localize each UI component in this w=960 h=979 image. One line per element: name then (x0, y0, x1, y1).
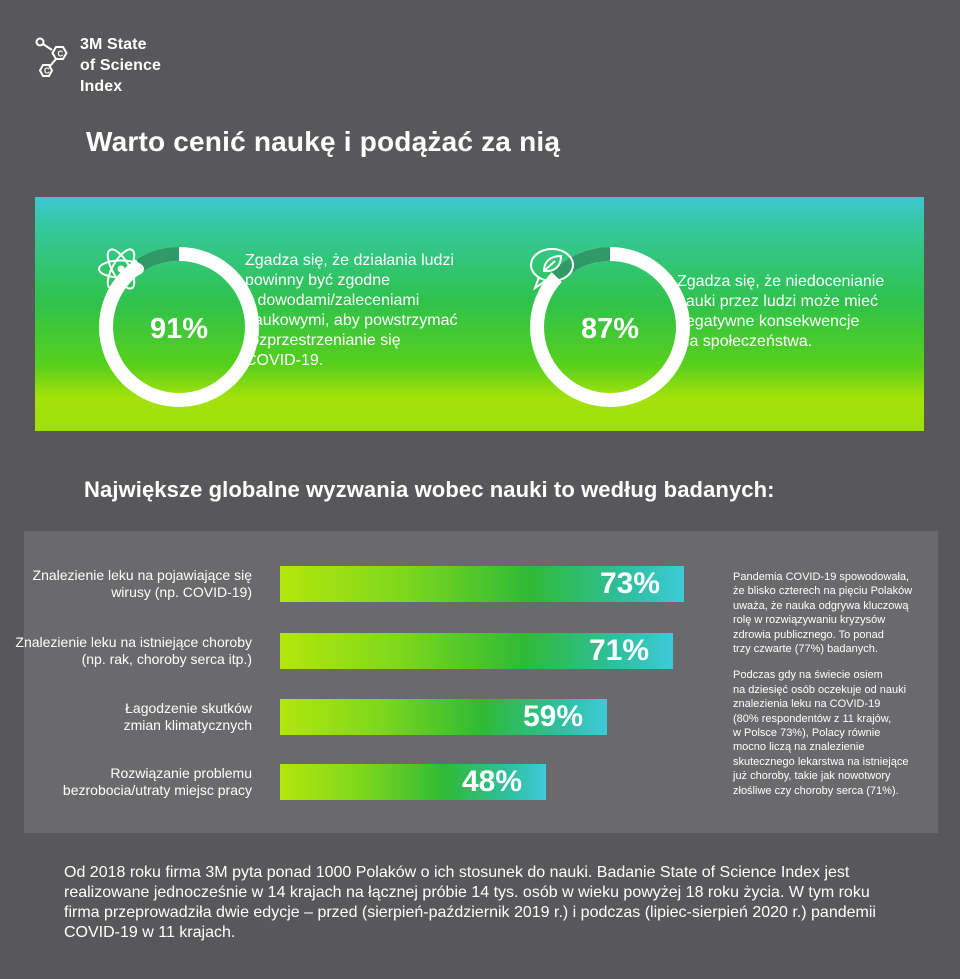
stat-donut-91: 91% (96, 244, 262, 410)
side-note-line: skutecznego lekarstwa na istniejące (733, 755, 909, 768)
molecule-icon: C C (35, 37, 68, 77)
stat-text-line: powinny być zgodne (245, 272, 390, 289)
logo-line: of Science (80, 57, 162, 74)
side-note-line: Pandemia COVID-19 spowodowała, (733, 571, 910, 583)
svg-text:C: C (58, 50, 64, 59)
page-title: Warto cenić naukę i podążać za nią (86, 126, 561, 157)
footer-line: realizowane jednocześnie w 14 krajach na… (64, 884, 870, 901)
stat-text-line: COVID-19. (245, 352, 324, 369)
bar (280, 633, 673, 669)
side-note-line: już choroby, takie jak nowotwory (733, 770, 891, 783)
side-note-line: trzy czwarte (77%) badanych. (733, 643, 878, 656)
stat-text-line: Zgadza się, że niedocenianie (677, 273, 885, 290)
side-note-line: złośliwe czy choroby serca (71%). (733, 784, 899, 797)
side-note-line: że blisko czterech na pięciu Polaków (733, 585, 913, 598)
side-note-line: zdrowia publicznego. To ponad (733, 628, 884, 641)
stat-text-line: z dowodami/zaleceniami (245, 292, 420, 309)
stat-percent: 87% (580, 313, 640, 345)
stat-text-line: naukowymi, aby powstrzymać (245, 312, 458, 329)
bar-category-label-line: Znalezienie leku na pojawiające się (32, 567, 252, 583)
bar-chart-panel: Znalezienie leku na pojawiające się wirus… (15, 531, 938, 833)
bar (280, 764, 546, 800)
side-note: Pandemia COVID-19 spowodowała, że blisko… (733, 570, 933, 656)
side-note-line: znalezienia leku na COVID-19 (733, 698, 881, 711)
bar-value-label: 71% (588, 634, 649, 667)
side-note-line: (80% respondentów z 11 krajów, (733, 712, 892, 725)
stat-text-line: nauki przez ludzi może mieć (677, 293, 878, 310)
stat-donut-87: 87% (527, 244, 693, 410)
side-note: Podczas gdy na świecie osiem na dziesięć… (733, 668, 933, 798)
side-note-line: na dziesięć osób oczekuje od nauki (733, 683, 907, 696)
logo-line: 3M State (80, 36, 147, 53)
stat-text-line: Zgadza się, że działania ludzi (245, 252, 455, 269)
bar-category-label-line: zmian klimatycznych (123, 717, 252, 733)
atom-icon (98, 248, 144, 290)
brand-logo: C C 3M State of Science Index (34, 34, 234, 98)
side-note-line: uważa, że nauka odgrywa kluczową (733, 599, 909, 612)
bar-category-label: Znalezienie leku na istniejące choroby (n… (0, 634, 252, 668)
bar-category-label-line: (np. rak, choroby serca itp.) (81, 651, 252, 667)
stat-description: Zgadza się, że działania ludzi powinny b… (245, 251, 505, 371)
side-note-line: w Polsce 73%), Polacy równie (733, 727, 881, 740)
stat-description: Zgadza się, że niedocenianie nauki przez… (677, 272, 917, 352)
side-note-line: rolę w rozwiązywaniu kryzysów (733, 614, 886, 627)
bar-value-label: 73% (599, 567, 660, 600)
bar-category-label-line: bezrobocia/utraty miejsc pracy (62, 782, 252, 798)
stat-text-line: negatywne konsekwencje (677, 313, 860, 330)
bar-category-label: Rozwiązanie problemu bezrobocia/utraty mi… (0, 765, 252, 799)
section-title: Największe globalne wyzwania wobec nauki… (84, 477, 775, 502)
stat-text-line: dla społeczeństwa. (677, 333, 813, 350)
stats-panel: 91% Zgadza się, że działania ludzi powin… (35, 197, 924, 431)
stat-percent: 91% (149, 313, 209, 345)
bar-category-label-line: Znalezienie leku na istniejące choroby (15, 634, 252, 650)
footer-line: firma przeprowadziła dwie edycje – przed… (64, 904, 876, 921)
bar-category-label-line: wirusy (np. COVID-19) (111, 584, 252, 600)
side-note-line: Podczas gdy na świecie osiem (733, 669, 883, 682)
bar (280, 566, 684, 602)
footer-note: Od 2018 roku firma 3M pyta ponad 1000 Po… (64, 863, 924, 943)
footer-line: Od 2018 roku firma 3M pyta ponad 1000 Po… (64, 864, 850, 881)
side-notes: Pandemia COVID-19 spowodowała, że blisko… (733, 570, 933, 810)
bar-value-label: 48% (461, 765, 522, 798)
footer-line: COVID-19 w 11 krajach. (64, 924, 236, 941)
logo-line: Index (80, 78, 123, 95)
stat-text-line: rozprzestrzenianie się (245, 332, 401, 349)
bar-category-label-line: Łagodzenie skutków (125, 700, 252, 716)
bar (280, 699, 607, 735)
logo-text: 3M State of Science Index (80, 34, 161, 97)
bar-category-label: Znalezienie leku na pojawiające się wirus… (0, 567, 252, 601)
donut-ring (529, 247, 690, 407)
bar-value-label: 59% (522, 700, 583, 733)
bar-category-label: Łagodzenie skutków zmian klimatycznych (0, 700, 252, 734)
side-note-line: mocno liczą na znalezienie (733, 741, 865, 754)
svg-text:C: C (44, 67, 50, 76)
leaf-speech-bubble-icon (530, 248, 574, 291)
bar-category-label-line: Rozwiązanie problemu (110, 765, 252, 781)
